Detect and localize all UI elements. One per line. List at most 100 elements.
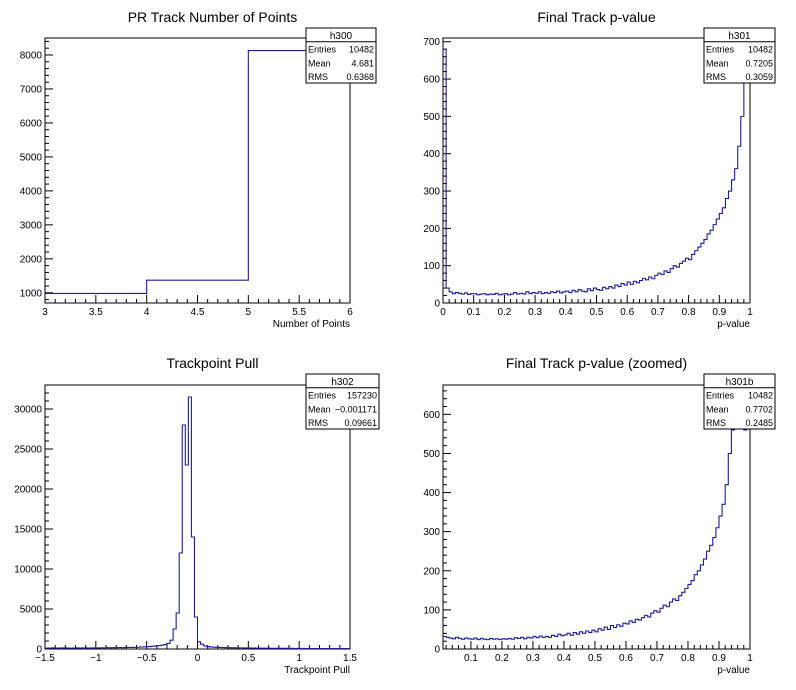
- x-tick-label: 4: [144, 307, 150, 318]
- stats-entries-label: Entries: [706, 391, 735, 401]
- stats-mean-value: 0.7205: [745, 58, 773, 68]
- y-tick-label: 3000: [20, 220, 43, 231]
- stats-entries-label: Entries: [308, 391, 337, 401]
- stats-box: h300 Entries 10482 Mean 4.681 RMS 0.6368: [305, 27, 377, 84]
- x-tick-label: 3: [42, 307, 48, 318]
- y-tick-label: 15000: [14, 525, 42, 536]
- x-tick-label: −1.5: [35, 653, 55, 664]
- stats-rms-value: 0.2485: [745, 418, 773, 428]
- histogram-line: [443, 41, 750, 296]
- y-tick-label: 5000: [20, 152, 43, 163]
- x-axis-label: p-value: [717, 319, 750, 330]
- y-tick-label: 2000: [20, 254, 43, 265]
- x-tick-label: −1: [90, 653, 102, 664]
- y-tick-label: 5000: [20, 605, 43, 616]
- y-tick-label: 200: [423, 224, 440, 235]
- plot-frame: [44, 384, 351, 650]
- stats-box: h302 Entries 157230 Mean −0.001171 RMS 0.09661: [305, 373, 380, 430]
- x-tick-label: 1: [296, 653, 302, 664]
- y-tick-label: 300: [423, 187, 440, 198]
- histogram-line: [443, 390, 750, 641]
- plot-frame: [44, 37, 351, 304]
- stats-mean-value: −0.001171: [335, 404, 377, 414]
- y-tick-label: 600: [423, 410, 440, 421]
- y-tick-label: 4000: [20, 186, 43, 197]
- x-tick-label: 0.5: [588, 653, 602, 664]
- panel-h301: Final Track p-value 0 0.1 0.2 0.3 0.4 0.5 0.6 0.…: [423, 9, 776, 330]
- x-tick-label: 1.5: [343, 653, 357, 664]
- stats-name: h300: [330, 31, 353, 42]
- x-tick-label: 0.4: [559, 307, 573, 318]
- stats-mean-label: Mean: [706, 404, 729, 414]
- histogram-line: [45, 396, 350, 650]
- chart-title: Final Track p-value (zoomed): [506, 355, 687, 371]
- stats-box-frame: [703, 27, 776, 84]
- y-tick-label: 700: [423, 37, 440, 48]
- stats-mean-value: 0.7702: [745, 404, 773, 414]
- x-tick-label: 0.6: [620, 307, 634, 318]
- x-tick-label: 4.5: [191, 307, 205, 318]
- panel-h302: Trackpoint Pull−1.5 −1 −0.5 0 0.5 1 1.5Trackpo…: [14, 355, 380, 676]
- chart-title: Final Track p-value: [537, 9, 655, 25]
- y-tick-label: 600: [423, 75, 440, 86]
- x-tick-label: 0: [440, 307, 446, 318]
- x-tick-label: 1: [747, 653, 753, 664]
- x-tick-label: 0.7: [650, 653, 664, 664]
- y-tick-label: 0: [434, 299, 440, 310]
- y-tick-label: 100: [423, 605, 440, 616]
- stats-mean-value: 4.681: [351, 58, 374, 68]
- y-tick-label: 20000: [14, 485, 42, 496]
- y-tick-label: 1000: [20, 288, 43, 299]
- x-axis-label: p-value: [717, 665, 750, 676]
- stats-box: h301 Entries 10482 Mean 0.7205 RMS 0.3059: [703, 27, 776, 84]
- stats-rms-value: 0.3059: [745, 72, 773, 82]
- y-tick-label: 10000: [14, 565, 42, 576]
- x-tick-label: 0.8: [681, 653, 695, 664]
- x-tick-label: 0.4: [557, 653, 571, 664]
- y-tick-label: 100: [423, 261, 440, 272]
- x-tick-label: 0.9: [712, 307, 726, 318]
- y-tick-label: 400: [423, 488, 440, 499]
- y-tick-label: 200: [423, 566, 440, 577]
- x-tick-label: 0.8: [682, 307, 696, 318]
- stats-rms-value: 0.6368: [346, 72, 374, 82]
- x-tick-label: 0.7: [651, 307, 665, 318]
- x-tick-label: 0.9: [712, 653, 726, 664]
- stats-box-frame: [305, 27, 377, 84]
- y-tick-label: 25000: [14, 445, 42, 456]
- y-tick-label: 6000: [20, 118, 43, 129]
- x-tick-label: 6: [347, 307, 353, 318]
- x-tick-label: 1: [747, 307, 753, 318]
- histogram-line: [45, 50, 350, 295]
- stats-rms-label: RMS: [706, 72, 726, 82]
- stats-entries-label: Entries: [308, 45, 337, 55]
- stats-name: h302: [331, 377, 354, 388]
- panel-h300: PR Track Number of Points 3 3.5 4 4.5 5 5.5 6Nu…: [20, 9, 377, 330]
- x-tick-label: 5: [246, 307, 252, 318]
- y-tick-label: 0: [434, 645, 440, 656]
- panel-h301b: Final Track p-value (zoomed) 0.1 0.2 0.3 0.4…: [423, 355, 776, 676]
- chart-title: Trackpoint Pull: [166, 355, 258, 371]
- y-tick-label: 300: [423, 527, 440, 538]
- stats-rms-label: RMS: [308, 72, 328, 82]
- y-tick-label: 500: [423, 449, 440, 460]
- stats-entries-value: 157230: [347, 391, 377, 401]
- stats-box-frame: [703, 373, 776, 430]
- x-tick-label: 0.6: [619, 653, 633, 664]
- chart-title: PR Track Number of Points: [128, 9, 298, 25]
- y-tick-label: 30000: [14, 405, 42, 416]
- stats-mean-label: Mean: [308, 404, 331, 414]
- stats-box: h301b Entries 10482 Mean 0.7702 RMS 0.2485: [703, 373, 776, 430]
- x-axis-label: Trackpoint Pull: [284, 665, 350, 676]
- stats-mean-label: Mean: [308, 58, 331, 68]
- plot-frame: [442, 384, 751, 650]
- stats-mean-label: Mean: [706, 58, 729, 68]
- y-tick-label: 500: [423, 112, 440, 123]
- x-tick-label: 0: [195, 653, 201, 664]
- x-tick-label: 0.1: [467, 307, 481, 318]
- stats-entries-value: 10482: [748, 45, 773, 55]
- stats-entries-value: 10482: [748, 391, 773, 401]
- y-tick-label: 8000: [20, 50, 43, 61]
- stats-entries-label: Entries: [706, 45, 735, 55]
- x-tick-label: 0.3: [526, 653, 540, 664]
